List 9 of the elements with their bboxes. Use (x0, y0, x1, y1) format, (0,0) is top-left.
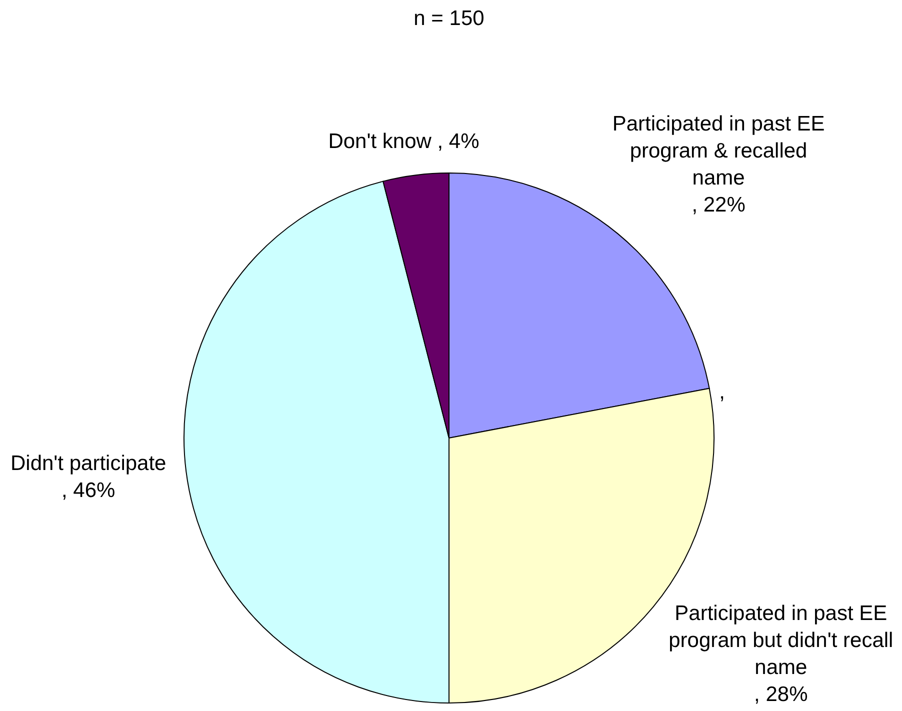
data-label: , 28% (754, 683, 808, 706)
data-label: , 22% (692, 193, 746, 216)
text: , (719, 380, 725, 404)
data-label: , 46% (62, 479, 116, 502)
slice-label: Didn't participate (10, 452, 166, 476)
slice-label: Participated in past EE program but didn't recall name (668, 602, 894, 679)
slice-label: Don't know , 4% (328, 130, 480, 154)
chart-title: n = 150 (414, 7, 484, 30)
slice-label: Participated in past EE program & recalled name (612, 112, 825, 190)
